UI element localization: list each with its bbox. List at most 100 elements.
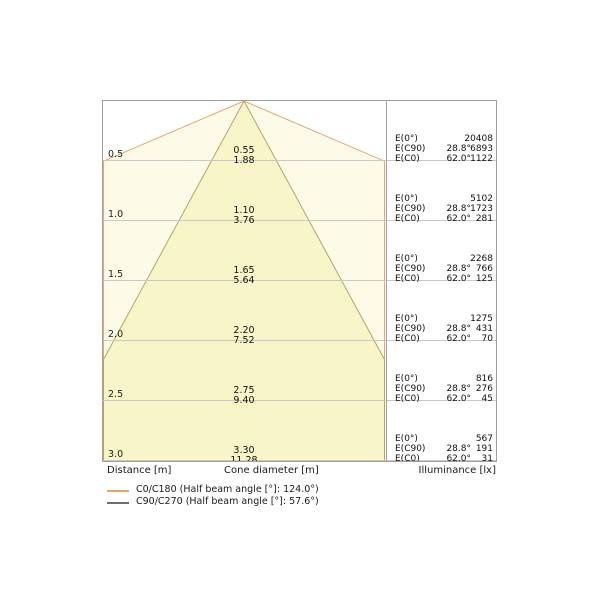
illuminance-value: 766 [475,264,493,274]
illuminance-value: 191 [475,444,493,454]
illuminance-angle: 62.0° [446,454,471,462]
illuminance-value: 45 [481,394,493,404]
illuminance-value: 70 [481,334,493,344]
legend-label-c0c180: C0/C180 (Half beam angle [°]: 124.0°) [136,484,319,495]
illuminance-name: E(C90) [395,204,426,214]
cone-narrow-value-1-0: 1.10 [233,205,255,216]
gridline-2-5 [103,400,496,401]
cone-diameter-label-3-0: 3.30 11.28 [184,445,304,462]
illuminance-row: E(C0) 62.0° 45 [395,394,495,404]
illuminance-block-3-0: E(0°) 567 E(C90) 28.8° 191 E(C0) 62.0° 3… [395,434,495,462]
cone-diameter-label-2-0: 2.20 7.52 [184,326,304,345]
distance-label-2-0: 2.0 [108,329,124,340]
illuminance-value: 567 [475,434,493,444]
illuminance-row: E(C90) 28.8° 276 [395,384,495,394]
illuminance-angle: 28.8° [446,444,471,454]
axis-label-illuminance: Illuminance [lx] [418,465,497,476]
illuminance-block-1-0: E(0°) 5102 E(C90) 28.8° 1723 E(C0) 62.0°… [395,194,495,224]
cone-narrow-value-2-5: 2.75 [233,385,255,396]
illuminance-angle: 62.0° [446,394,471,404]
illuminance-row: E(0°) 5102 [395,194,495,204]
illuminance-name: E(C0) [395,334,420,344]
illuminance-block-0-5: E(0°) 20408 E(C90) 28.8° 6893 E(C0) 62.0… [395,134,495,164]
chart-legend: C0/C180 (Half beam angle [°]: 124.0°) C9… [107,484,507,508]
distance-label-0-5: 0.5 [108,149,124,160]
illuminance-angle: 62.0° [446,274,471,284]
illuminance-name: E(0°) [395,254,418,264]
cone-wide-value-3-0: 11.28 [230,454,258,462]
illuminance-row: E(0°) 1275 [395,314,495,324]
axis-label-distance: Distance [m] [107,465,172,476]
illuminance-value: 6893 [470,144,493,154]
cone-narrow-c90c270 [103,101,385,461]
illuminance-name: E(C90) [395,384,426,394]
illuminance-row: E(C90) 28.8° 191 [395,444,495,454]
illuminance-name: E(C90) [395,444,426,454]
gridline-1-0 [103,220,496,221]
cone-wide-value-1-5: 5.64 [233,274,255,286]
illuminance-name: E(C0) [395,454,420,462]
distance-label-1-5: 1.5 [108,269,124,280]
illuminance-value: 2268 [470,254,493,264]
legend-item-c0-c180: C0/C180 (Half beam angle [°]: 124.0°) [107,484,507,496]
light-cone-graphic [103,101,385,461]
illuminance-value: 31 [481,454,493,462]
illuminance-name: E(C90) [395,324,426,334]
legend-swatch-c0c180-icon [107,490,129,492]
cone-narrow-value-3-0: 3.30 [233,445,255,456]
gridline-3-0 [103,460,496,461]
cone-diameter-label-1-0: 1.10 3.76 [184,206,304,225]
gridline-1-5 [103,280,496,281]
distance-label-3-0: 3.0 [108,449,124,460]
illuminance-name: E(C0) [395,154,420,164]
illuminance-row: E(C0) 62.0° 31 [395,454,495,462]
illuminance-value: 431 [475,324,493,334]
illuminance-value: 5102 [470,194,493,204]
illuminance-row: E(C0) 62.0° 1122 [395,154,495,164]
illuminance-angle: 62.0° [446,154,471,164]
gridline-0-5 [103,160,496,161]
cone-wide-value-0-5: 1.88 [233,154,255,166]
cone-wide-value-2-5: 9.40 [233,394,255,406]
illuminance-value: 20408 [464,134,493,144]
legend-swatch-c90c270-icon [107,502,129,504]
illuminance-name: E(C0) [395,214,420,224]
cone-wide-value-2-0: 7.52 [233,334,255,346]
illuminance-value: 276 [475,384,493,394]
distance-label-1-0: 1.0 [108,209,124,220]
illuminance-angle: 28.8° [446,144,471,154]
illuminance-angle: 62.0° [446,214,471,224]
illuminance-value: 1723 [470,204,493,214]
illuminance-name: E(C0) [395,394,420,404]
cone-narrow-value-0-5: 0.55 [233,145,255,156]
illuminance-row: E(C90) 28.8° 1723 [395,204,495,214]
illuminance-name: E(0°) [395,374,418,384]
illuminance-name: E(C90) [395,264,426,274]
axis-caption-row: Distance [m] Cone diameter [m] Illuminan… [102,465,497,479]
cone-wide-value-1-0: 3.76 [233,214,255,226]
illuminance-row: E(0°) 567 [395,434,495,444]
illuminance-name: E(0°) [395,314,418,324]
illuminance-angle: 28.8° [446,264,471,274]
illuminance-value: 125 [475,274,493,284]
illuminance-value: 281 [475,214,493,224]
cone-diameter-label-0-5: 0.55 1.88 [184,146,304,165]
cone-narrow-value-1-5: 1.65 [233,265,255,276]
cone-diameter-label-2-5: 2.75 9.40 [184,386,304,405]
legend-label-c90c270: C90/C270 (Half beam angle [°]: 57.6°) [136,496,319,507]
illuminance-row: E(0°) 816 [395,374,495,384]
illuminance-value: 1275 [470,314,493,324]
illuminance-angle: 28.8° [446,324,471,334]
chart-plot-area: 0.5 1.0 1.5 2.0 2.5 3.0 0.55 1.88 1.10 3… [102,100,497,462]
distance-label-2-5: 2.5 [108,389,124,400]
illuminance-value: 1122 [470,154,493,164]
illuminance-table-divider [386,101,387,461]
illuminance-name: E(0°) [395,434,418,444]
illuminance-block-2-5: E(0°) 816 E(C90) 28.8° 276 E(C0) 62.0° 4… [395,374,495,404]
illuminance-row: E(C90) 28.8° 766 [395,264,495,274]
illuminance-angle: 28.8° [446,204,471,214]
illuminance-angle: 28.8° [446,384,471,394]
legend-item-c90-c270: C90/C270 (Half beam angle [°]: 57.6°) [107,496,507,508]
illuminance-row: E(C0) 62.0° 70 [395,334,495,344]
illuminance-name: E(0°) [395,194,418,204]
